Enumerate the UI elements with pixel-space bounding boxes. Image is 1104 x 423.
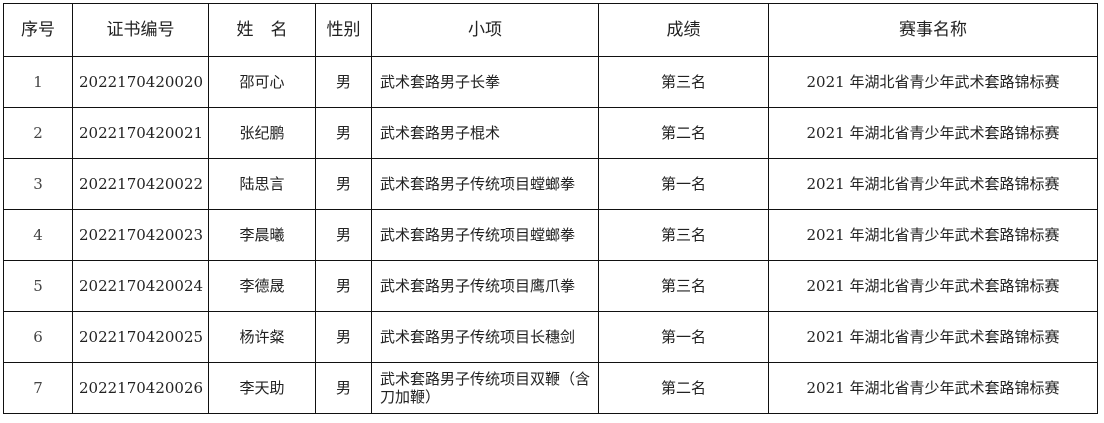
- cell-col-index: 4: [3, 209, 73, 261]
- table-row: 4 2022170420023 李晨曦男武术套路男子传统项目螳螂拳 第三名 2021 年…: [3, 209, 1098, 261]
- header-col-gender: 性别: [315, 3, 372, 57]
- cell-col-name: 李德晟: [208, 260, 316, 312]
- table-row: 7 2022170420026 李天助男武术套路男子传统项目双鞭（含刀加鞭） 第二名 2…: [3, 362, 1098, 414]
- cell-col-cert-no: 2022170420023: [72, 209, 209, 261]
- cell-col-result: 第一名: [598, 311, 769, 363]
- cell-col-event: 武术套路男子传统项目螳螂拳: [371, 158, 599, 210]
- cell-col-index: 1: [3, 56, 73, 108]
- cell-col-gender: 男: [315, 260, 372, 312]
- cell-col-event: 武术套路男子长拳: [371, 56, 599, 108]
- cell-col-result: 第二名: [598, 107, 769, 159]
- cell-col-competition: 2021 年湖北省青少年武术套路锦标赛: [768, 158, 1098, 210]
- cell-col-index: 2: [3, 107, 73, 159]
- cell-col-gender: 男: [315, 107, 372, 159]
- cell-col-competition: 2021 年湖北省青少年武术套路锦标赛: [768, 260, 1098, 312]
- cell-col-cert-no: 2022170420025: [72, 311, 209, 363]
- cell-col-competition: 2021 年湖北省青少年武术套路锦标赛: [768, 362, 1098, 414]
- header-col-index: 序号: [3, 3, 73, 57]
- cell-col-cert-no: 2022170420024: [72, 260, 209, 312]
- cell-col-result: 第三名: [598, 260, 769, 312]
- cell-col-name: 张纪鹏: [208, 107, 316, 159]
- cell-col-result: 第三名: [598, 56, 769, 108]
- cell-col-gender: 男: [315, 209, 372, 261]
- cell-col-name: 李天助: [208, 362, 316, 414]
- cell-col-competition: 2021 年湖北省青少年武术套路锦标赛: [768, 209, 1098, 261]
- cell-col-cert-no: 2022170420020: [72, 56, 209, 108]
- cell-col-cert-no: 2022170420022: [72, 158, 209, 210]
- table-row: 6 2022170420025 杨许粲男武术套路男子传统项目长穗剑 第一名 2021 年…: [3, 311, 1098, 363]
- cell-col-index: 5: [3, 260, 73, 312]
- cell-col-name: 杨许粲: [208, 311, 316, 363]
- cell-col-name: 陆思言: [208, 158, 316, 210]
- cell-col-event: 武术套路男子传统项目长穗剑: [371, 311, 599, 363]
- header-col-event: 小项: [371, 3, 599, 57]
- cell-col-event: 武术套路男子传统项目螳螂拳: [371, 209, 599, 261]
- cell-col-event: 武术套路男子传统项目双鞭（含刀加鞭）: [371, 362, 599, 414]
- header-row: 序号 证书编号姓 名性别 小项 成绩 赛事名称: [3, 3, 1098, 57]
- header-col-cert-no: 证书编号: [72, 3, 209, 57]
- cell-col-competition: 2021 年湖北省青少年武术套路锦标赛: [768, 311, 1098, 363]
- cell-col-index: 3: [3, 158, 73, 210]
- table-row: 2 2022170420021 张纪鹏男武术套路男子棍术 第二名 2021 年湖北省青少…: [3, 107, 1098, 159]
- cell-col-gender: 男: [315, 362, 372, 414]
- cell-col-gender: 男: [315, 56, 372, 108]
- header-col-competition: 赛事名称: [768, 3, 1098, 57]
- cell-col-event: 武术套路男子棍术: [371, 107, 599, 159]
- cell-col-cert-no: 2022170420021: [72, 107, 209, 159]
- cell-col-index: 6: [3, 311, 73, 363]
- header-col-name: 姓 名: [208, 3, 316, 57]
- cell-col-name: 李晨曦: [208, 209, 316, 261]
- cell-col-result: 第一名: [598, 158, 769, 210]
- cell-col-gender: 男: [315, 158, 372, 210]
- table-row: 3 2022170420022 陆思言男武术套路男子传统项目螳螂拳 第一名 2021 年…: [3, 158, 1098, 210]
- cell-col-competition: 2021 年湖北省青少年武术套路锦标赛: [768, 107, 1098, 159]
- table-row: 1 2022170420020 邵可心男武术套路男子长拳 第三名 2021 年湖北省青少…: [3, 56, 1098, 108]
- cell-col-result: 第三名: [598, 209, 769, 261]
- cell-col-gender: 男: [315, 311, 372, 363]
- header-col-result: 成绩: [598, 3, 769, 57]
- cell-col-event: 武术套路男子传统项目鹰爪拳: [371, 260, 599, 312]
- cell-col-cert-no: 2022170420026: [72, 362, 209, 414]
- cell-col-result: 第二名: [598, 362, 769, 414]
- cell-col-competition: 2021 年湖北省青少年武术套路锦标赛: [768, 56, 1098, 108]
- award-table: 序号 证书编号姓 名性别 小项 成绩 赛事名称 1 2022170420020 邵可心男武术…: [3, 3, 1098, 414]
- table-row: 5 2022170420024 李德晟男武术套路男子传统项目鹰爪拳 第三名 2021 年…: [3, 260, 1098, 312]
- cell-col-index: 7: [3, 362, 73, 414]
- cell-col-name: 邵可心: [208, 56, 316, 108]
